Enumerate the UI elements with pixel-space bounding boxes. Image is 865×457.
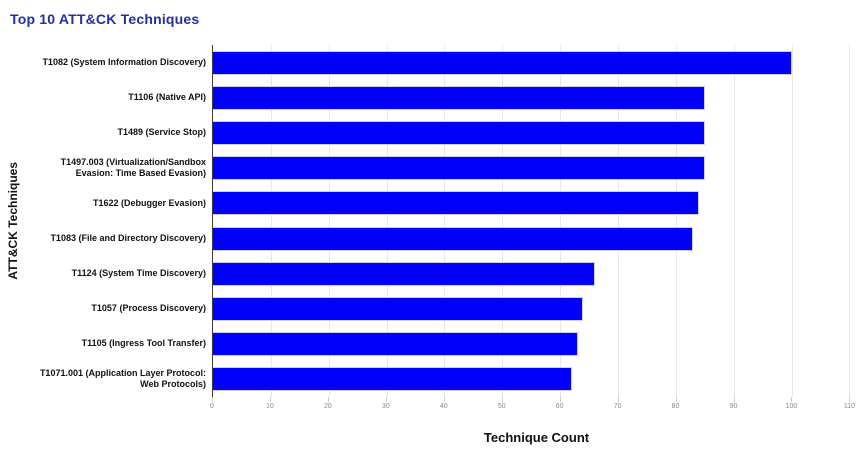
bar-row: [213, 362, 861, 397]
y-axis-label: T1124 (System Time Discovery): [71, 267, 206, 278]
bar-row: [213, 327, 861, 362]
tick-mark: [617, 397, 619, 402]
bar-row: [213, 221, 861, 256]
tick-label: 10: [266, 403, 274, 410]
gridline: [791, 45, 793, 397]
bar-row: [213, 115, 861, 150]
bar: [213, 332, 578, 357]
tick-mark: [733, 397, 735, 402]
tick-label: 30: [381, 403, 390, 410]
y-axis-label: T1106 (Native API): [128, 91, 206, 102]
gridline: [618, 45, 619, 397]
y-axis-label: T1105 (Ingress Tool Transfer): [81, 338, 206, 349]
tick-mark: [327, 397, 329, 402]
bar-row: [213, 80, 861, 115]
tick-label: 90: [729, 403, 738, 410]
bars-layer: [213, 45, 861, 397]
chart-title: Top 10 ATT&CK Techniques: [10, 11, 200, 27]
gridline: [849, 45, 851, 397]
tick-mark: [791, 397, 793, 402]
bar-row: [213, 291, 861, 326]
y-axis-label: T1083 (File and Directory Discovery): [50, 232, 206, 243]
x-axis-title-row: Technique Count: [212, 415, 861, 447]
gridline: [560, 45, 562, 397]
tick-label: 100: [785, 403, 798, 410]
tick-label: 80: [671, 403, 680, 410]
bar: [213, 226, 694, 251]
bar: [213, 261, 595, 286]
gridline: [502, 45, 504, 397]
gridline: [270, 45, 272, 397]
y-axis-label: T1489 (Service Stop): [117, 127, 206, 138]
chart-body: ATT&CK Techniques T1082 (System Informat…: [0, 45, 861, 447]
bar: [213, 367, 572, 392]
bar: [213, 191, 699, 216]
bar: [213, 50, 792, 75]
tick-mark: [269, 397, 271, 402]
bar: [213, 297, 584, 322]
bar: [213, 156, 705, 181]
tick-mark: [443, 397, 445, 402]
tick-label: 0: [210, 403, 214, 410]
gridline: [675, 45, 677, 397]
y-axis-label: T1071.001 (Application Layer Protocol: W…: [39, 367, 206, 390]
plot-and-axis: T1082 (System Information Discovery) T110…: [26, 45, 861, 447]
y-axis-label: T1497.003 (Virtualization/Sandbox Evasio…: [60, 156, 206, 179]
tick-label: 110: [843, 403, 855, 410]
y-axis-title: ATT&CK Techniques: [6, 162, 20, 280]
y-axis-label: T1082 (System Information Discovery): [42, 56, 206, 67]
x-axis-title: Technique Count: [483, 430, 590, 445]
gridline: [328, 45, 330, 397]
tick-label: 60: [555, 403, 564, 410]
tick-mark: [385, 397, 387, 402]
bar-row: [213, 186, 861, 221]
tick-label: 40: [439, 403, 448, 410]
gridline: [444, 45, 446, 397]
tick-mark: [675, 397, 677, 402]
x-axis-ticks: 0 10 20 30 40 50 60 70 80 90 100 110: [210, 397, 861, 415]
y-axis-label: T1622 (Debugger Evasion): [92, 197, 206, 208]
gridline: [386, 45, 388, 397]
bar: [213, 85, 705, 110]
bar-row: [213, 256, 861, 291]
gridline: [733, 45, 735, 397]
tick-mark: [212, 397, 213, 402]
y-axis-title-column: ATT&CK Techniques: [0, 45, 26, 397]
tick-mark: [501, 397, 503, 402]
y-axis-label: T1057 (Process Discovery): [91, 303, 206, 314]
plot-area: [212, 45, 861, 397]
bar-row: [213, 151, 861, 186]
tick-label: 20: [323, 403, 332, 410]
y-axis-labels-column: T1082 (System Information Discovery) T110…: [26, 45, 212, 397]
plot-region: T1082 (System Information Discovery) T110…: [26, 45, 861, 397]
bar-row: [213, 45, 861, 80]
tick-mark: [559, 397, 561, 402]
tick-label: 70: [613, 403, 622, 410]
tick-mark: [849, 397, 851, 402]
tick-label: 50: [497, 403, 506, 410]
bar: [213, 121, 705, 145]
